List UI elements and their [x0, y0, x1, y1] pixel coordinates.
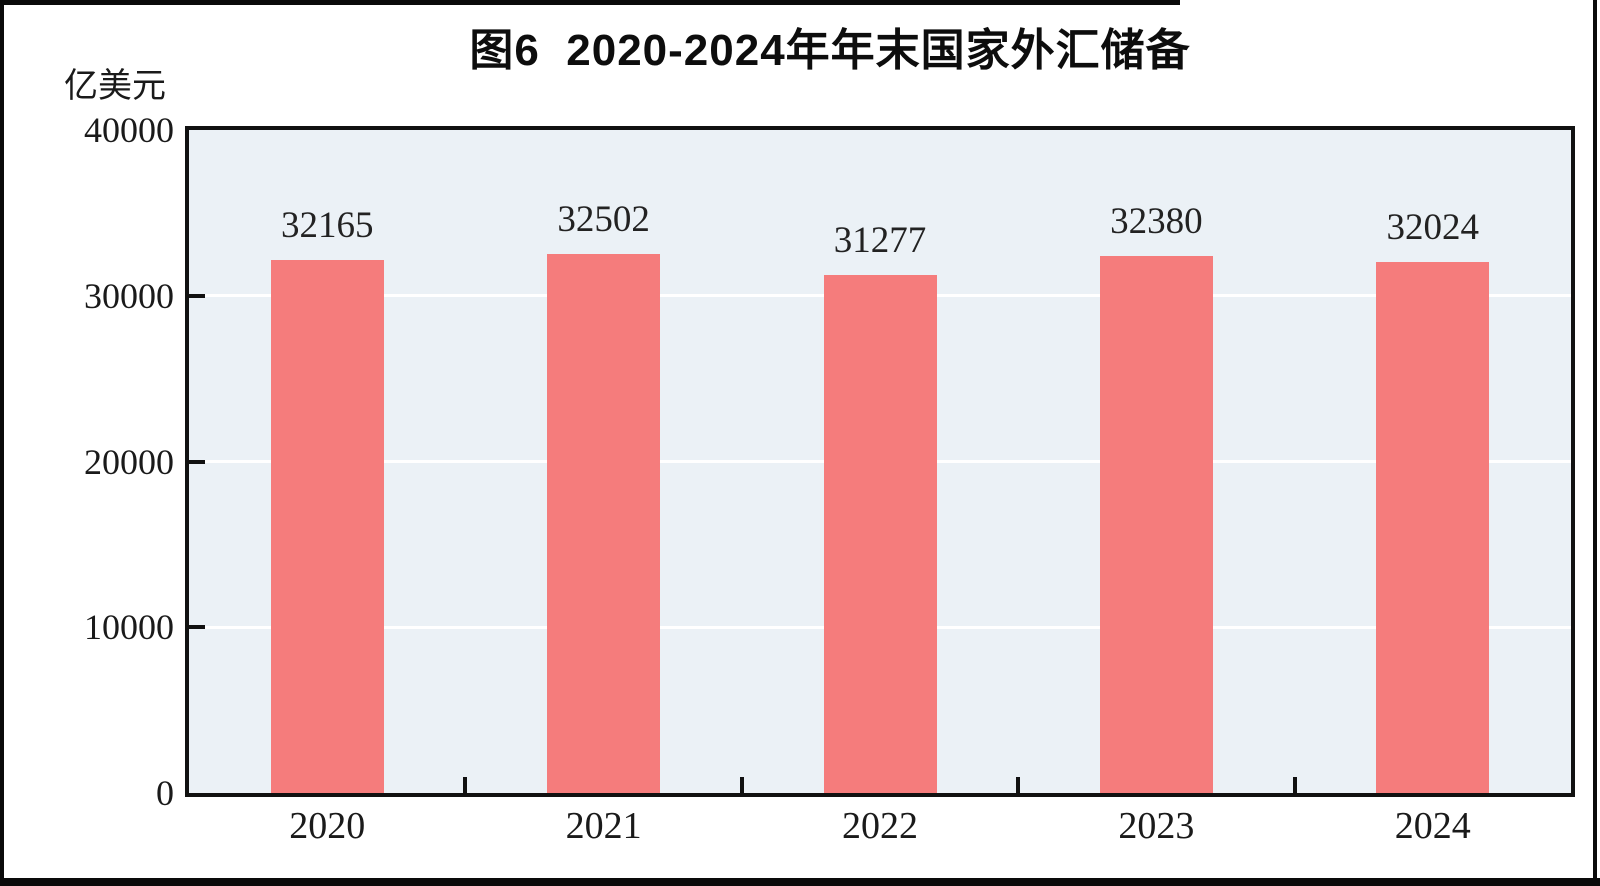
bar-2020	[270, 259, 384, 793]
page-border-top	[0, 0, 1180, 5]
x-tick-label-2020: 2020	[289, 805, 366, 847]
y-tick-mark-10000	[189, 625, 205, 630]
y-tick-mark-30000	[189, 293, 205, 298]
bar-value-label-2022: 31277	[833, 219, 927, 261]
x-tick-label-2022: 2022	[842, 805, 918, 847]
x-tick-label-2024: 2024	[1394, 805, 1471, 847]
page-border-bottom	[0, 878, 1600, 886]
y-tick-label-0: 0	[156, 773, 174, 813]
x-tick-mark-4	[1292, 777, 1297, 793]
y-axis-unit-label: 亿美元	[64, 67, 166, 105]
y-tick-label-10000: 10000	[84, 607, 174, 648]
bar-2022	[823, 274, 937, 793]
y-tick-label-40000: 40000	[84, 110, 174, 150]
page-border-left	[0, 0, 4, 886]
x-tick-label-2021: 2021	[565, 805, 642, 847]
bar-value-label-2020: 32165	[280, 204, 374, 246]
bar-2023	[1099, 256, 1213, 793]
page-border-right	[1593, 0, 1597, 886]
bar-2024	[1376, 262, 1490, 793]
x-tick-mark-1	[463, 777, 468, 793]
x-tick-label-2023: 2023	[1118, 805, 1195, 847]
y-tick-mark-20000	[189, 459, 205, 464]
y-tick-label-30000: 30000	[84, 275, 174, 316]
chart-title: 图6 2020-2024年年末国家外汇储备	[469, 26, 1191, 75]
y-tick-label-20000: 20000	[84, 441, 174, 482]
x-tick-mark-2	[739, 777, 744, 793]
plot-area	[185, 126, 1575, 797]
bar-value-label-2021: 32502	[557, 199, 650, 241]
bar-2021	[547, 254, 661, 793]
bar-value-label-2023: 32380	[1110, 201, 1203, 243]
bar-value-label-2024: 32024	[1386, 207, 1480, 249]
x-tick-mark-3	[1016, 777, 1021, 793]
